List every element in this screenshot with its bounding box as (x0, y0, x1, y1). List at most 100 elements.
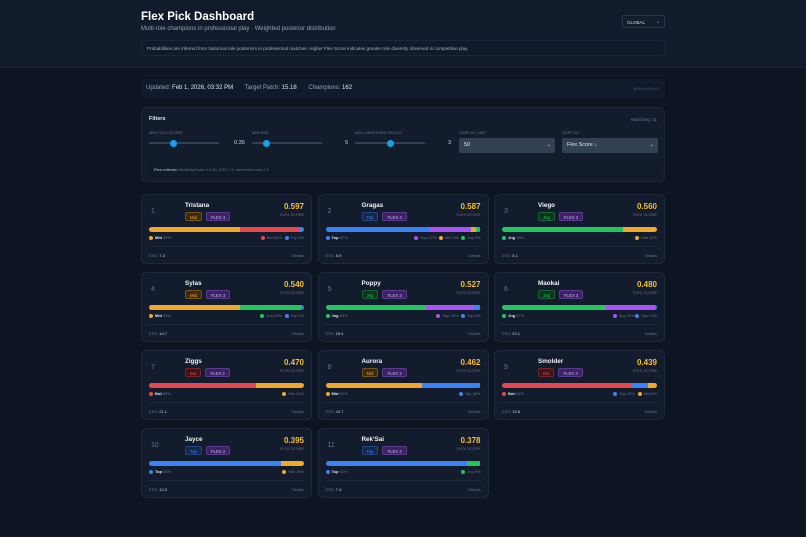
min-flex-slider[interactable] (149, 139, 219, 147)
flex-score-label: FLEX SCORE (456, 291, 481, 295)
legend-item: Top 10% (613, 391, 635, 396)
legend-dot (325, 235, 330, 240)
sort-label: SORT BY (562, 130, 580, 135)
flex-badge: FLEX 3 (205, 290, 231, 299)
divider (149, 324, 304, 325)
bar-segment-jng (475, 227, 481, 232)
legend-dot (635, 313, 640, 318)
rank-number: 5 (327, 286, 332, 293)
legend-item: Mid 31% (282, 391, 304, 396)
champion-card[interactable]: 5 Poppy Jng FLEX 3 0.527 FLEX SCORE Jng 64% Sup… (317, 272, 489, 342)
badges: Bot FLEX 2 (185, 368, 230, 377)
sort-select[interactable]: Flex Score ↓ ⌄ (562, 138, 658, 153)
flex-badge: FLEX 2 (205, 446, 231, 455)
rank-number: 10 (151, 442, 159, 449)
ess-info: ESS: 10.8 (502, 409, 520, 414)
flex-score-value: 0.527 (460, 280, 481, 289)
role-legend: Jng 67% Sup 32% Top <1% (502, 313, 657, 319)
ess-label: ESS: (325, 331, 335, 336)
legend-item: Top <1% (635, 313, 657, 318)
ess-value: 5.1 (512, 253, 518, 258)
details-link[interactable]: Details (291, 487, 304, 492)
details-link[interactable]: Details (644, 253, 657, 258)
champion-card[interactable]: 1 Tristana Mid FLEX 3 0.597 FLEX SCORE Mid 59%… (141, 194, 312, 264)
divider (325, 480, 481, 481)
details-link[interactable]: Details (468, 331, 481, 336)
legend-item: Jng 3% (461, 235, 481, 240)
legend-percent: 32% (450, 313, 459, 318)
legend-percent: 67% (339, 235, 348, 240)
flex-badge: FLEX 3 (558, 368, 583, 377)
legend-item: Top 91% (325, 469, 348, 474)
details-link[interactable]: Details (644, 409, 657, 414)
legend-dot (461, 313, 466, 318)
legend-role: Jng (467, 235, 474, 240)
details-link[interactable]: Details (468, 487, 481, 492)
ess-label: ESS: (502, 253, 512, 258)
slider-thumb[interactable] (170, 139, 177, 147)
legend-item: Top 85% (149, 469, 171, 474)
legend-percent: 4% (474, 313, 481, 318)
legend-dot (282, 391, 287, 396)
divider (502, 324, 657, 325)
region-select[interactable]: GLOBAL ⌄ (622, 15, 665, 28)
champion-card[interactable]: 9 Smolder Bot FLEX 3 0.439 FLEX SCORE Bot 84% T… (494, 350, 665, 420)
champion-card[interactable]: 3 Viego Jng FLEX 2 0.560 FLEX SCORE Jng 78% Mid… (494, 194, 665, 264)
champion-name: Tristana (185, 202, 210, 209)
role-legend: Jng 64% Sup 32% Top 4% (325, 313, 481, 319)
legend-dot (502, 313, 506, 318)
legend-dot (284, 235, 289, 240)
legend-role: Mid (155, 313, 162, 318)
role-distribution-bar (502, 383, 657, 388)
flex-score-label: FLEX SCORE (279, 291, 304, 295)
display-limit-select[interactable]: 50 ⌄ (459, 138, 555, 153)
badges: Mid FLEX 3 (185, 290, 231, 299)
legend-item: Sup 27% (414, 235, 437, 240)
details-link[interactable]: Details (291, 253, 304, 258)
champion-card[interactable]: 10 Jayce Top FLEX 2 0.395 FLEX SCORE Top 85% Mi… (141, 428, 312, 498)
slider-thumb[interactable] (262, 139, 270, 147)
legend-role: Top (290, 235, 298, 240)
champion-card[interactable]: 4 Sylas Mid FLEX 3 0.540 FLEX SCORE Mid 59% Jng… (141, 272, 312, 342)
max-roles-slider[interactable] (355, 139, 425, 147)
ess-value: 14.7 (159, 331, 168, 336)
details-link[interactable]: Details (644, 331, 657, 336)
details-link[interactable]: Details (468, 409, 481, 414)
champion-card[interactable]: 6 Maokai Jng FLEX 3 0.480 FLEX SCORE Jng 67% Su… (494, 272, 665, 342)
legend-role: Bot (266, 235, 273, 240)
min-ess-slider[interactable] (252, 139, 322, 147)
legend-item: Mid 59% (149, 235, 171, 240)
flex-badge: FLEX 3 (205, 212, 231, 221)
role-distribution-bar (149, 383, 304, 388)
legend-role: Top (464, 391, 472, 396)
details-link[interactable]: Details (291, 331, 304, 336)
header (0, 0, 806, 68)
role-distribution-bar (325, 305, 481, 310)
legend-item: Bot 84% (502, 391, 524, 396)
slider-thumb[interactable] (386, 139, 394, 147)
badges: Mid FLEX 3 (185, 212, 231, 221)
legend-role: Mid (445, 235, 452, 240)
details-link[interactable]: Details (468, 253, 481, 258)
champion-card[interactable]: 8 Aurora Mid FLEX 2 0.462 FLEX SCORE Mid 62% To… (317, 350, 489, 420)
legend-percent: 38% (273, 235, 282, 240)
champion-card[interactable]: 7 Ziggs Bot FLEX 2 0.470 FLEX SCORE Bot 69% Mid… (141, 350, 312, 420)
ess-label: ESS: (149, 331, 159, 336)
ess-label: ESS: (325, 409, 335, 414)
ess-label: ESS: (149, 253, 159, 258)
details-link[interactable]: Details (291, 409, 304, 414)
badges: Top FLEX 2 (361, 446, 407, 455)
flex-score-label: FLEX SCORE (632, 213, 657, 217)
legend-role: Top (331, 235, 339, 240)
bar-segment-mid (622, 227, 657, 232)
champion-card[interactable]: 2 Gragas Top FLEX 4 0.587 FLEX SCORE Top 67% Su… (317, 194, 489, 264)
ess-value: 29.4 (335, 331, 344, 336)
champion-card[interactable]: 11 Rek'Sai Top FLEX 2 0.378 FLEX SCORE Top 91%… (317, 428, 489, 498)
role-badge: Jng (538, 290, 555, 299)
flex-badge: FLEX 2 (558, 212, 584, 221)
champion-name: Gragas (361, 202, 384, 209)
role-badge: Jng (361, 290, 379, 299)
legend-percent: 31% (295, 391, 304, 396)
ess-info: ESS: 29.4 (326, 331, 344, 336)
ess-info: ESS: 14.7 (149, 331, 167, 336)
